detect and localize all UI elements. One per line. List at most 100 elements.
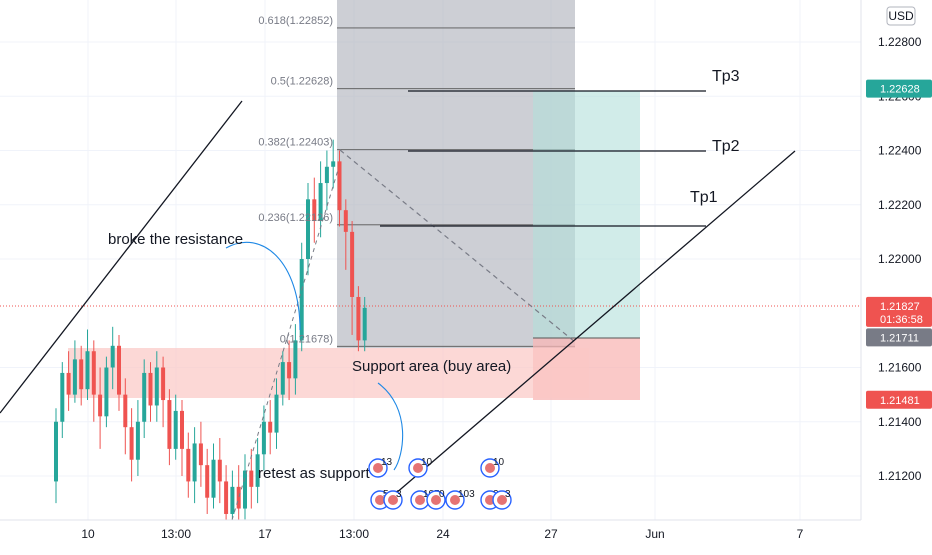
y-tick-label: 1.21200 xyxy=(878,469,922,483)
candle xyxy=(324,150,329,211)
candle xyxy=(356,286,361,352)
annotation-support-area[interactable]: Support area (buy area) xyxy=(352,358,511,375)
y-tick-label: 1.22800 xyxy=(878,35,922,49)
candle xyxy=(287,340,292,401)
dashed-trend-line xyxy=(339,149,576,343)
x-tick-label: Jun xyxy=(645,527,664,541)
candle xyxy=(186,432,191,498)
candle xyxy=(211,443,216,509)
candle xyxy=(148,362,153,422)
price-tag xyxy=(866,296,932,327)
candle xyxy=(224,465,229,531)
currency-badge[interactable] xyxy=(886,6,916,26)
profit-zone[interactable] xyxy=(533,91,640,338)
candle xyxy=(66,351,71,411)
svg-text:10: 10 xyxy=(421,457,433,468)
x-tick-label: 7 xyxy=(797,527,804,541)
x-tick-label: 27 xyxy=(544,527,558,541)
dashed-rise-line xyxy=(231,169,339,521)
candle xyxy=(98,367,103,449)
candle xyxy=(91,340,96,422)
fib-label: 0.5(1.22628) xyxy=(271,76,333,88)
candle xyxy=(54,408,58,504)
candle xyxy=(280,351,285,406)
candle xyxy=(337,150,342,227)
event-badge[interactable]: 10 xyxy=(408,457,433,478)
svg-text:13: 13 xyxy=(381,457,393,468)
x-tick-label: 10 xyxy=(81,527,95,541)
candle xyxy=(85,329,90,401)
label-tp2[interactable]: Tp2 xyxy=(712,138,740,155)
event-badge[interactable]: 3 xyxy=(492,489,512,510)
event-badge[interactable]: 0 xyxy=(426,489,446,510)
candle xyxy=(60,362,65,439)
retest-arrow-curve xyxy=(377,382,404,471)
candle xyxy=(192,427,197,504)
price-tag-label: 1.21827 xyxy=(880,301,920,313)
x-tick-label: 17 xyxy=(258,527,272,541)
fib-label: 0.618(1.22852) xyxy=(258,15,333,27)
candle xyxy=(72,340,77,403)
candle xyxy=(173,394,178,460)
candle xyxy=(161,356,166,428)
y-tick-label: 1.21600 xyxy=(878,361,922,375)
fib-label: 0.382(1.22403) xyxy=(258,137,333,149)
time-axis-panel[interactable] xyxy=(0,520,932,550)
svg-text:3: 3 xyxy=(505,489,511,500)
candle xyxy=(217,438,222,504)
candle xyxy=(154,351,159,422)
trend-line-left[interactable] xyxy=(0,100,243,414)
candle xyxy=(198,421,203,487)
price-tag xyxy=(866,79,932,98)
candle xyxy=(205,448,210,514)
candle xyxy=(343,199,348,270)
candle xyxy=(135,400,140,476)
y-tick-label: 1.22200 xyxy=(878,198,922,212)
candle xyxy=(236,465,241,531)
candle xyxy=(167,389,172,466)
candle xyxy=(104,356,109,428)
candle xyxy=(312,177,317,243)
candle xyxy=(142,359,147,439)
event-badge[interactable]: 13 xyxy=(368,457,393,478)
fib-label: 0.236(1.22126) xyxy=(258,212,333,224)
price-tag-countdown: 01:36:58 xyxy=(880,314,923,326)
candle xyxy=(129,408,134,482)
event-badge[interactable]: 3 xyxy=(383,489,403,510)
candle xyxy=(306,183,310,276)
event-badge[interactable]: 10 xyxy=(480,457,505,478)
candle xyxy=(249,448,254,509)
currency-label: USD xyxy=(888,9,914,23)
economic-event-badges[interactable]: 13101053105010323 xyxy=(368,457,512,510)
x-tick-label: 13:00 xyxy=(161,527,191,541)
candle xyxy=(123,378,128,455)
fib-label: 0(1.21678) xyxy=(280,333,333,345)
candle xyxy=(331,139,336,189)
svg-text:103: 103 xyxy=(458,489,475,500)
candle xyxy=(274,378,279,449)
event-badge[interactable]: 103 xyxy=(445,489,475,510)
resistance-arrow-curve xyxy=(225,241,301,331)
x-tick-label: 24 xyxy=(436,527,450,541)
price-tag xyxy=(866,390,932,409)
annotation-retest[interactable]: retest as support xyxy=(258,465,371,482)
label-tp1[interactable]: Tp1 xyxy=(690,189,718,206)
candle xyxy=(318,161,323,238)
candle xyxy=(110,326,115,390)
y-tick-label: 1.21400 xyxy=(878,415,922,429)
candle xyxy=(299,242,304,352)
trend-line-right[interactable] xyxy=(387,150,796,501)
y-tick-label: 1.22000 xyxy=(878,252,922,266)
price-tag xyxy=(866,328,932,347)
candle xyxy=(261,405,266,471)
svg-text:10: 10 xyxy=(493,457,505,468)
price-tag-label: 1.21711 xyxy=(880,332,919,344)
label-tp3[interactable]: Tp3 xyxy=(712,68,740,85)
candle xyxy=(255,438,260,504)
annotation-broke-resistance[interactable]: broke the resistance xyxy=(108,231,243,248)
x-tick-label: 13:00 xyxy=(339,527,369,541)
candle xyxy=(117,334,121,411)
